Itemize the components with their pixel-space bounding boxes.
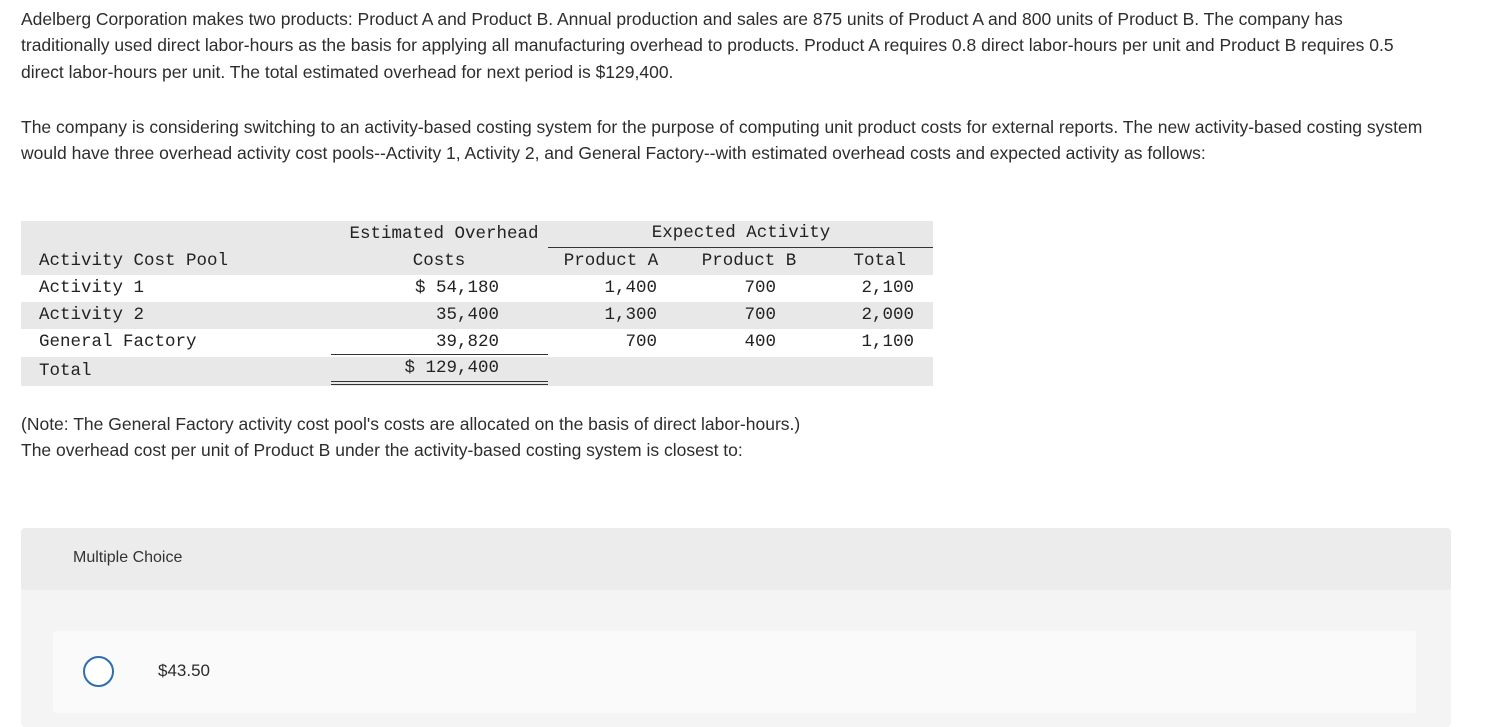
row-product-b: 700 bbox=[744, 278, 776, 298]
note-and-prompt: (Note: The General Factory activity cost… bbox=[21, 411, 1431, 464]
row-total: 1,100 bbox=[861, 332, 914, 352]
radio-button[interactable] bbox=[83, 656, 114, 687]
multiple-choice-heading: Multiple Choice bbox=[73, 549, 183, 566]
answer-option-label[interactable]: $43.50 bbox=[158, 661, 210, 680]
row-product-b: 700 bbox=[744, 305, 776, 325]
double-rule-bottom bbox=[331, 384, 548, 385]
row-cost: $ 54,180 bbox=[414, 278, 499, 298]
header-product-a: Product A bbox=[563, 251, 659, 271]
header-total: Total bbox=[853, 251, 906, 271]
row-pool: Activity 1 bbox=[39, 278, 145, 298]
total-cost: $ 129,400 bbox=[404, 358, 499, 378]
table-header-band bbox=[21, 221, 933, 275]
problem-paragraph-2: The company is considering switching to … bbox=[21, 117, 1423, 164]
question-prompt: The overhead cost per unit of Product B … bbox=[21, 440, 743, 461]
header-product-b: Product B bbox=[701, 251, 797, 271]
note-text: (Note: The General Factory activity cost… bbox=[21, 414, 801, 434]
header-expected-activity: Expected Activity bbox=[651, 223, 831, 243]
subtotal-rule bbox=[331, 354, 548, 355]
row-product-b: 400 bbox=[744, 332, 776, 352]
row-cost: 35,400 bbox=[435, 305, 499, 325]
problem-paragraph-1: Adelberg Corporation makes two products:… bbox=[21, 9, 1394, 82]
row-cost: 39,820 bbox=[435, 332, 499, 352]
multiple-choice-header: Multiple Choice bbox=[21, 528, 1451, 590]
row-pool: General Factory bbox=[39, 332, 197, 352]
table-row-band bbox=[21, 302, 933, 329]
header-overhead-line2: Costs bbox=[412, 251, 466, 271]
row-product-a: 1,300 bbox=[604, 305, 657, 325]
row-total: 2,000 bbox=[861, 305, 914, 325]
activity-cost-table: Estimated Overhead Expected Activity Act… bbox=[21, 221, 933, 386]
row-product-a: 700 bbox=[625, 332, 657, 352]
header-underline bbox=[548, 247, 933, 248]
header-activity-cost-pool: Activity Cost Pool bbox=[39, 251, 229, 271]
answer-option[interactable]: $43.50 bbox=[53, 631, 1416, 713]
total-label: Total bbox=[39, 361, 92, 381]
row-pool: Activity 2 bbox=[39, 305, 145, 325]
header-overhead-line1: Estimated Overhead bbox=[349, 224, 539, 244]
multiple-choice-panel: Multiple Choice $43.50 bbox=[21, 528, 1451, 727]
row-total: 2,100 bbox=[861, 278, 914, 298]
row-product-a: 1,400 bbox=[604, 278, 657, 298]
double-rule-top bbox=[331, 381, 548, 382]
